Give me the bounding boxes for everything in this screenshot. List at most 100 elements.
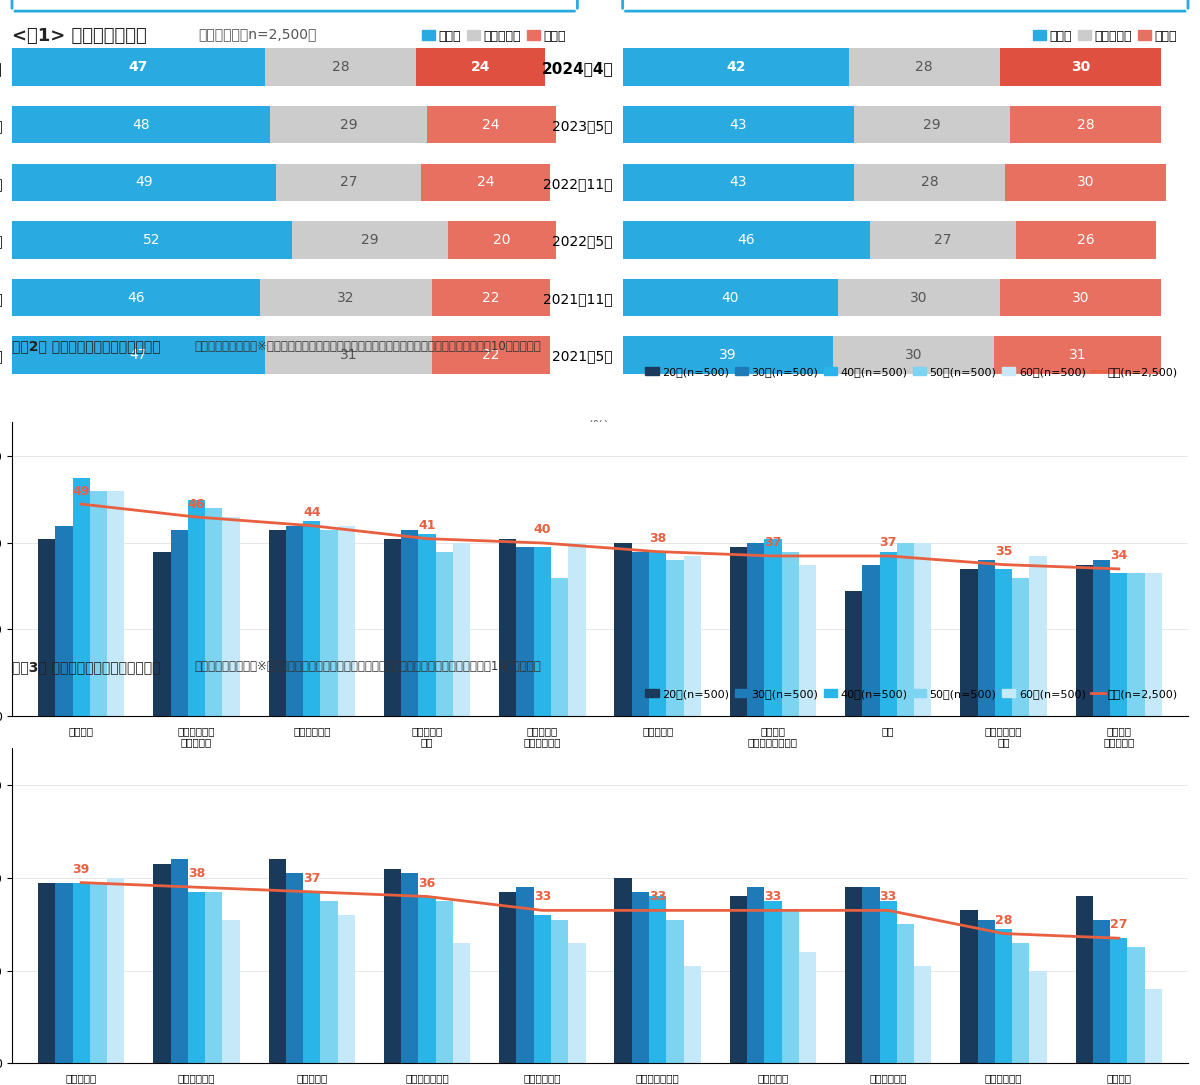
Bar xyxy=(269,859,286,1063)
Bar xyxy=(666,560,684,716)
Text: 22: 22 xyxy=(482,348,500,362)
Bar xyxy=(499,538,516,716)
Bar xyxy=(623,164,854,201)
Bar xyxy=(292,221,448,258)
Bar xyxy=(623,336,833,374)
Bar xyxy=(1128,947,1145,1063)
Text: 28: 28 xyxy=(916,60,932,74)
Text: 28: 28 xyxy=(995,914,1013,927)
Bar xyxy=(170,529,188,716)
Bar xyxy=(551,577,569,716)
Text: 41: 41 xyxy=(419,519,436,532)
Text: 38: 38 xyxy=(649,532,666,545)
Text: 24: 24 xyxy=(482,117,500,131)
Bar xyxy=(1093,920,1110,1063)
Text: 43: 43 xyxy=(730,176,748,189)
Bar xyxy=(649,896,666,1063)
Text: 31: 31 xyxy=(340,348,358,362)
Bar xyxy=(432,336,551,374)
Text: 39: 39 xyxy=(72,863,90,876)
Bar xyxy=(551,920,569,1063)
Bar xyxy=(107,878,125,1063)
Bar xyxy=(845,888,863,1063)
Bar xyxy=(1012,577,1030,716)
Bar xyxy=(12,221,292,258)
Bar xyxy=(276,164,421,201)
Bar xyxy=(534,547,551,716)
Bar xyxy=(978,560,995,716)
Bar xyxy=(838,279,1000,316)
Text: 33: 33 xyxy=(534,891,551,904)
Bar xyxy=(154,864,170,1063)
Bar xyxy=(623,49,848,86)
Bar xyxy=(848,49,1000,86)
Text: 37: 37 xyxy=(764,536,781,549)
Text: 27: 27 xyxy=(340,176,358,189)
Bar xyxy=(454,542,470,716)
Bar xyxy=(337,915,355,1063)
Bar xyxy=(1012,943,1030,1063)
Bar xyxy=(631,551,649,716)
Bar xyxy=(90,882,107,1063)
Bar xyxy=(270,106,427,143)
Bar xyxy=(38,882,55,1063)
Text: <図1> 現在の健康状態: <図1> 現在の健康状態 xyxy=(12,27,146,46)
Legend: 20代(n=500), 30代(n=500), 40代(n=500), 50代(n=500), 60代(n=500), 全体(n=2,500): 20代(n=500), 30代(n=500), 40代(n=500), 50代(… xyxy=(641,685,1182,703)
Bar xyxy=(1030,971,1046,1063)
Bar xyxy=(1075,564,1093,716)
Text: 48: 48 xyxy=(132,117,150,131)
Bar xyxy=(188,500,205,716)
Text: 36: 36 xyxy=(419,877,436,890)
Bar xyxy=(1075,896,1093,1063)
Bar xyxy=(764,538,781,716)
Bar xyxy=(55,525,72,716)
Bar xyxy=(666,920,684,1063)
Bar xyxy=(995,929,1012,1063)
Bar xyxy=(384,869,401,1063)
Bar xyxy=(623,221,870,258)
Bar xyxy=(516,547,534,716)
Bar xyxy=(90,492,107,716)
Text: 30: 30 xyxy=(1070,60,1090,74)
Text: 49: 49 xyxy=(136,176,152,189)
Text: 24: 24 xyxy=(470,60,491,74)
Bar xyxy=(730,896,748,1063)
Bar xyxy=(623,106,854,143)
Bar xyxy=(222,518,240,716)
Bar xyxy=(154,551,170,716)
Bar xyxy=(845,590,863,716)
Bar xyxy=(401,529,419,716)
Bar xyxy=(781,551,799,716)
Bar xyxy=(1030,556,1046,716)
Bar xyxy=(337,525,355,716)
Bar xyxy=(222,920,240,1063)
Bar xyxy=(914,966,931,1063)
Text: 30: 30 xyxy=(1072,291,1090,305)
Bar xyxy=(12,336,265,374)
Text: ＜図2＞ 現在の体調面の具体的な不調: ＜図2＞ 現在の体調面の具体的な不調 xyxy=(12,340,161,354)
Bar xyxy=(170,859,188,1063)
Bar xyxy=(854,106,1010,143)
Bar xyxy=(205,509,222,716)
Legend: 20代(n=500), 30代(n=500), 40代(n=500), 50代(n=500), 60代(n=500), 全体(n=2,500): 20代(n=500), 30代(n=500), 40代(n=500), 50代(… xyxy=(641,362,1182,382)
Text: 33: 33 xyxy=(649,891,666,904)
Text: ＜図3＞ 現在の精神面の具体的な不調: ＜図3＞ 現在の精神面の具体的な不調 xyxy=(12,660,161,674)
Text: 32: 32 xyxy=(337,291,354,305)
Bar xyxy=(880,902,896,1063)
Bar xyxy=(436,551,454,716)
Text: 37: 37 xyxy=(880,536,896,549)
Bar xyxy=(12,164,276,201)
Text: 28: 28 xyxy=(920,176,938,189)
Bar xyxy=(419,896,436,1063)
Bar xyxy=(265,49,416,86)
Bar xyxy=(631,892,649,1063)
Text: 46: 46 xyxy=(738,233,755,247)
Bar xyxy=(1093,560,1110,716)
Bar xyxy=(863,888,880,1063)
Bar xyxy=(569,943,586,1063)
Bar xyxy=(914,542,931,716)
Bar xyxy=(286,525,304,716)
Bar xyxy=(401,873,419,1063)
Bar xyxy=(205,892,222,1063)
Text: 34: 34 xyxy=(1110,549,1128,562)
